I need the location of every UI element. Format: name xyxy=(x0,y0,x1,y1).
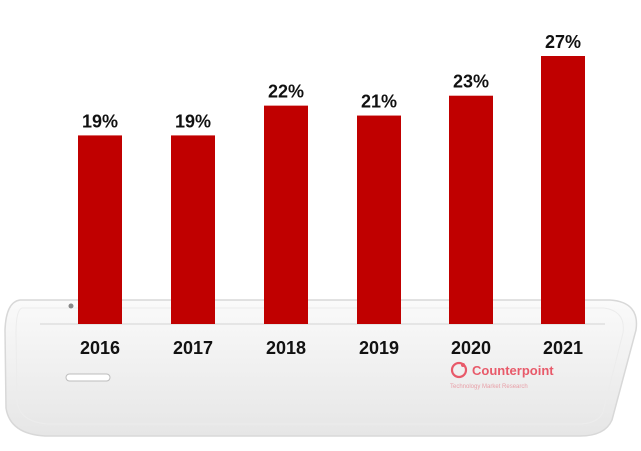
value-label-2018: 22% xyxy=(268,82,304,102)
value-label-2016: 19% xyxy=(82,111,118,131)
phone-camera-icon xyxy=(68,303,74,309)
bar-2017 xyxy=(171,135,215,324)
value-label-2021: 27% xyxy=(545,32,581,52)
counterpoint-logo-icon xyxy=(450,361,468,379)
value-labels-group: 19% 19% 22% 21% 23% 27% xyxy=(82,32,581,131)
bar-2019 xyxy=(357,115,401,324)
bar-2020 xyxy=(449,95,493,324)
value-label-2019: 21% xyxy=(361,92,397,112)
x-tick-labels-group: 2016 2017 2018 2019 2020 2021 xyxy=(80,338,583,358)
brand-tagline: Technology Market Research xyxy=(450,384,528,390)
x-tick-label-2018: 2018 xyxy=(266,338,306,358)
x-tick-label-2016: 2016 xyxy=(80,338,120,358)
bar-2016 xyxy=(78,135,122,324)
bar-2018 xyxy=(264,105,308,324)
bar-2021 xyxy=(541,56,585,324)
brand-name: Counterpoint xyxy=(472,363,554,378)
phone-button-icon xyxy=(65,373,111,382)
x-tick-label-2017: 2017 xyxy=(173,338,213,358)
x-tick-label-2021: 2021 xyxy=(543,338,583,358)
bars-group xyxy=(78,56,585,324)
value-label-2017: 19% xyxy=(175,111,211,131)
counterpoint-logo: Counterpoint Technology Market Research xyxy=(450,361,554,390)
x-tick-label-2019: 2019 xyxy=(359,338,399,358)
value-label-2020: 23% xyxy=(453,72,489,92)
x-tick-label-2020: 2020 xyxy=(451,338,491,358)
phone-illustration xyxy=(4,299,638,437)
